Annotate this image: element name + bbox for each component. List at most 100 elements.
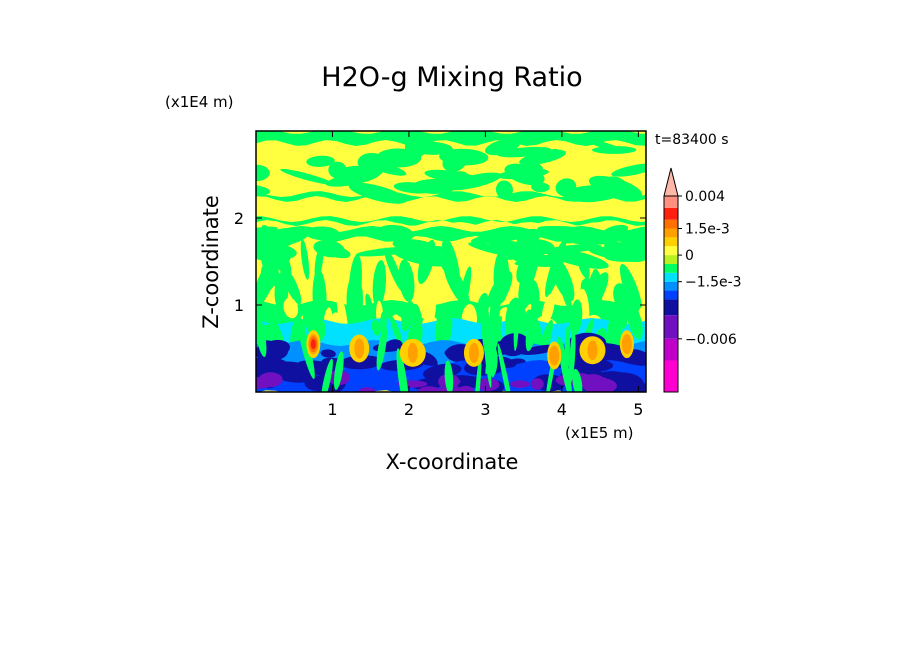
contour-region [621,334,632,355]
contour-region [348,254,362,316]
contour-region [262,339,290,357]
contour-region [519,149,567,166]
contour-region [497,343,513,392]
colorbar-label: 1.5e-3 [685,222,730,238]
colorbar-segment [664,281,678,291]
colorbar-label: −1.5e-3 [685,275,742,291]
colorbar-segment [664,219,678,229]
contour-region [389,315,404,350]
contour-region [591,146,637,154]
colorbar-label: 0.004 [685,189,725,205]
colorbar-label: −0.006 [685,332,737,348]
colorbar-segment [664,272,678,282]
contour-region [310,339,316,350]
contour-region [549,254,575,302]
contour-band [256,191,646,202]
contour-region [611,163,646,177]
x-tick-label: 4 [557,400,567,419]
y-axis-ticks: 12 [234,209,646,315]
contour-region [468,242,528,258]
contour-region [619,234,646,255]
contour-region [572,368,583,392]
colorbar: 0.004 1.5e-3 0 −1.5e-3 −0.006 [663,167,742,393]
contour-region [320,349,336,358]
contour-region [568,330,576,384]
contour-region [417,386,441,392]
contour-region [330,170,366,181]
chart-title: H2O-g Mixing Ratio [321,62,582,93]
contour-region [261,224,292,278]
x-axis-label: X-coordinate [386,450,519,474]
contour-region [376,325,388,371]
x-axis-ticks: 1 2 3 4 5 [327,131,643,419]
contour-region [340,355,383,370]
x-tick-label: 1 [327,400,337,419]
contour-region [516,228,542,244]
contour-region [283,297,299,319]
contour-band [256,131,646,146]
colorbar-extend-arrow [663,167,679,197]
contour-region [541,293,555,325]
y-axis-unit: (x1E4 m) [165,93,234,111]
colorbar-segment [664,255,678,264]
contour-band [256,216,646,226]
contour-region [377,224,415,242]
x-tick-label: 3 [480,400,490,419]
contour-region [256,357,291,376]
colorbar-segment [664,196,678,208]
contour-region [256,260,277,306]
contour-region [476,378,500,391]
contour-region [280,168,334,185]
contour-region [549,345,560,366]
contour-region [354,338,365,359]
contour-band [256,222,646,231]
y-tick-label: 2 [234,209,244,228]
contour-region [407,141,453,155]
contour-region [444,360,454,392]
colorbar-segment [664,338,678,361]
colorbar-segment [664,299,678,316]
contour-region [591,376,610,389]
contour-region [358,387,376,392]
contour-region [557,336,572,392]
contour-region [314,245,324,280]
contour-region [305,226,340,241]
contour-region [510,380,530,388]
contour-region [300,239,310,280]
contour-region [619,264,643,317]
contour-region [470,232,520,244]
contour-region [282,267,302,305]
contour-region [458,385,474,392]
time-label: t=83400 s [655,132,729,148]
contour-region [371,319,381,336]
contour-region [360,160,385,177]
contour-region [393,182,435,194]
contour-region [516,250,535,283]
colorbar-segment [664,228,678,238]
contour-region [480,310,495,378]
contour-region [396,348,409,392]
y-axis-label: Z-coordinate [199,195,223,329]
contour-region [566,358,614,373]
contour-region [569,299,583,336]
contour-region [434,307,453,351]
contour-region [474,353,482,392]
colorbar-segment [664,315,678,339]
contour-region [256,311,267,357]
contour-region [372,260,387,308]
contour-region [401,301,415,332]
x-tick-label: 5 [633,400,643,419]
contour-region [626,301,643,340]
contour-field [256,131,646,392]
colorbar-segment [664,290,678,300]
contour-region [333,351,344,390]
contour-region [407,342,418,363]
plot-area [256,131,646,392]
x-axis-unit: (x1E5 m) [565,424,634,442]
contour-region [525,312,537,352]
contour-region [513,303,519,352]
contour-region [577,253,590,279]
colorbar-label: 0 [685,248,694,264]
colorbar-segment [664,263,678,273]
